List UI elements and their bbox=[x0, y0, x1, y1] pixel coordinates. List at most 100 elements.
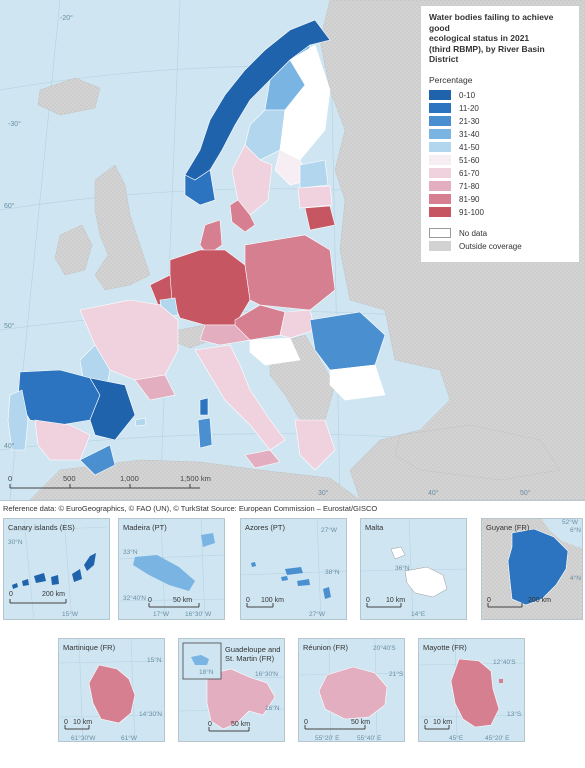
graticule-label: -20° bbox=[60, 14, 73, 22]
legend-row: 71-80 bbox=[429, 180, 571, 193]
legend-swatch bbox=[429, 168, 451, 178]
map-legend: Water bodies failing to achieve good eco… bbox=[420, 5, 580, 263]
coord-label: 4°N bbox=[570, 575, 581, 582]
legend-row-outside: Outside coverage bbox=[429, 240, 571, 253]
legend-row: 11-20 bbox=[429, 102, 571, 115]
legend-row: 41-50 bbox=[429, 141, 571, 154]
scale-zero: 0 bbox=[64, 719, 68, 726]
inset-title: Mayotte (FR) bbox=[423, 643, 467, 652]
inset-title: Guyane (FR) bbox=[486, 523, 530, 532]
coord-label: 18°N bbox=[199, 669, 214, 676]
scale-zero: 0 bbox=[208, 721, 212, 728]
legend-label: 41-50 bbox=[459, 142, 480, 152]
scale-distance: 200 km bbox=[528, 597, 551, 604]
scale-bar: 0 500 1,000 1,500 km bbox=[8, 474, 211, 489]
scale-distance: 50 km bbox=[231, 721, 251, 728]
legend-row: 61-70 bbox=[429, 167, 571, 180]
legend-swatch bbox=[429, 129, 451, 139]
scale-distance: 200 km bbox=[42, 591, 65, 598]
coord-label: 20°40'S bbox=[373, 645, 396, 652]
coord-label: 45°20' E bbox=[485, 735, 510, 742]
legend-label: 21-30 bbox=[459, 116, 480, 126]
graticule-label: 50° bbox=[520, 489, 531, 497]
legend-row: 31-40 bbox=[429, 128, 571, 141]
scale-tick-500: 500 bbox=[63, 474, 76, 483]
legend-title-line3: (third RBMP), by River Basin District bbox=[429, 43, 545, 65]
legend-row: 21-30 bbox=[429, 115, 571, 128]
guadeloupe-map bbox=[179, 642, 284, 732]
legend-swatch bbox=[429, 155, 451, 165]
legend-label: 0-10 bbox=[459, 90, 476, 100]
inset-title: Canary islands (ES) bbox=[8, 523, 75, 532]
legend-swatch bbox=[429, 181, 451, 191]
scale-distance: 10 km bbox=[433, 719, 453, 726]
scale-zero: 0 bbox=[366, 597, 370, 604]
scale-distance: 10 km bbox=[386, 597, 406, 604]
inset-canary: Canary islands (ES) 30°N 15°W 0 200 km bbox=[3, 518, 110, 620]
graticule-label: 50° bbox=[4, 322, 15, 330]
legend-swatch bbox=[429, 194, 451, 204]
coord-label: 36°N bbox=[395, 565, 410, 572]
scale-zero: 0 bbox=[246, 597, 250, 604]
scale-tick-1000: 1,000 bbox=[120, 474, 139, 483]
coord-label: 27°W bbox=[309, 611, 325, 618]
coord-label: 17°W bbox=[153, 611, 169, 618]
canary-islands-map bbox=[7, 519, 108, 619]
graticule-label: 60° bbox=[4, 202, 15, 210]
coord-label: 16°30'N bbox=[255, 671, 278, 678]
legend-label: 31-40 bbox=[459, 129, 480, 139]
inset-martinique: Martinique (FR) 15°N 14°30'N 61°30'W 61°… bbox=[58, 638, 165, 742]
legend-swatch bbox=[429, 142, 451, 152]
guyane-map bbox=[482, 519, 582, 619]
scale-zero: 0 bbox=[148, 597, 152, 604]
legend-swatch bbox=[429, 207, 451, 217]
scale-tick-1500: 1,500 km bbox=[180, 474, 211, 483]
inset-mayotte: Mayotte (FR) 12°40'S 13°S 45°E 45°20' E … bbox=[418, 638, 525, 742]
scale-zero: 0 bbox=[487, 597, 491, 604]
coord-label: 15°N bbox=[147, 657, 162, 664]
main-map: -30° -20° 60° 50° 40° 30° 40° 50° 0 500 … bbox=[0, 0, 585, 501]
legend-swatch bbox=[429, 103, 451, 113]
reunion-map bbox=[299, 639, 404, 741]
coord-label: 14°E bbox=[411, 611, 426, 618]
legend-label: 51-60 bbox=[459, 155, 480, 165]
legend-row: 91-100 bbox=[429, 206, 571, 219]
legend-title-line1: Water bodies failing to achieve good bbox=[429, 12, 554, 33]
coord-label: 21°S bbox=[389, 671, 404, 678]
malta-map bbox=[361, 519, 466, 619]
coord-label: 61°30'W bbox=[71, 735, 96, 742]
graticule-label: 40° bbox=[428, 489, 439, 497]
coord-label: 55°40' E bbox=[357, 735, 382, 742]
coord-label: 61°W bbox=[121, 735, 137, 742]
legend-label: 61-70 bbox=[459, 168, 480, 178]
reference-text: Reference data: © EuroGeographics, © FAO… bbox=[3, 504, 378, 513]
mayotte-map bbox=[419, 639, 524, 741]
graticule-labels: -30° -20° 60° 50° 40° 30° 40° 50° bbox=[4, 14, 531, 497]
graticule-label: 30° bbox=[318, 489, 329, 497]
inset-title: Réunion (FR) bbox=[303, 643, 349, 652]
scale-zero: 0 bbox=[424, 719, 428, 726]
scale-tick-0: 0 bbox=[8, 474, 12, 483]
legend-label: 71-80 bbox=[459, 181, 480, 191]
coord-label: 13°S bbox=[507, 711, 522, 718]
martinique-map bbox=[59, 639, 164, 741]
inset-title: Guadeloupe and St. Martin (FR) bbox=[225, 645, 280, 663]
graticule-label: 40° bbox=[4, 442, 15, 450]
coord-label: 12°40'S bbox=[493, 659, 516, 666]
legend-row-no-data: No data bbox=[429, 227, 571, 240]
coord-label: 14°30'N bbox=[139, 711, 162, 718]
legend-label-no-data: No data bbox=[459, 228, 488, 238]
legend-swatch bbox=[429, 116, 451, 126]
inset-reunion: Réunion (FR) 20°40'S 21°S 55°20' E 55°40… bbox=[298, 638, 405, 742]
legend-label-outside: Outside coverage bbox=[459, 241, 522, 251]
inset-title-line1: Guadeloupe and bbox=[225, 645, 281, 654]
coord-label: 32°40'N bbox=[123, 595, 146, 602]
inset-azores: Azores (PT) 27°W 38°N 27°W 0 100 km bbox=[240, 518, 347, 620]
inset-guadeloupe: Guadeloupe and St. Martin (FR) 16°30'N 1… bbox=[178, 638, 285, 742]
legend-swatch bbox=[429, 90, 451, 100]
legend-label: 81-90 bbox=[459, 194, 480, 204]
inset-title: Martinique (FR) bbox=[63, 643, 116, 652]
azores-map bbox=[241, 519, 346, 619]
coord-label: 52°W bbox=[562, 519, 578, 526]
legend-subtitle: Percentage bbox=[429, 74, 473, 85]
